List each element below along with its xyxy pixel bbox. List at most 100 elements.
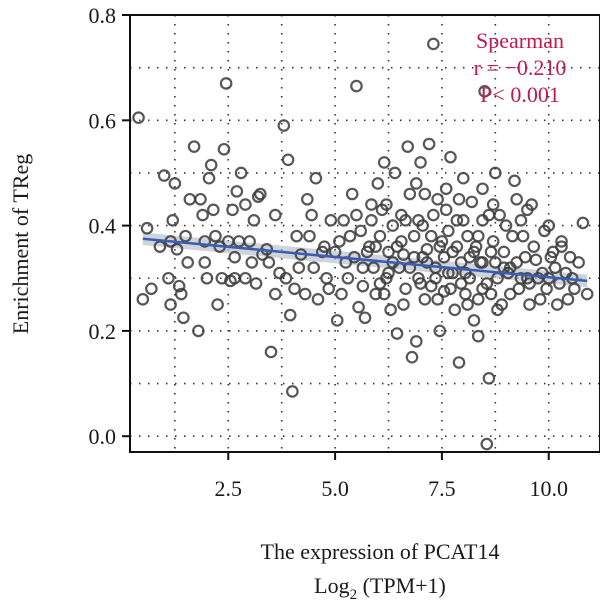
data-point <box>414 277 427 290</box>
data-point <box>418 187 432 201</box>
data-point <box>239 271 252 285</box>
data-point <box>514 214 528 227</box>
data-point <box>309 171 323 185</box>
data-point <box>352 300 365 314</box>
data-point <box>183 192 197 206</box>
data-point <box>290 229 303 243</box>
data-point <box>365 214 378 227</box>
annotation-line-2: r = −0.210 <box>474 55 567 80</box>
data-point <box>245 256 259 269</box>
data-point <box>437 285 451 298</box>
data-point <box>576 216 590 230</box>
data-point <box>467 245 481 259</box>
data-point <box>431 192 444 206</box>
data-point <box>350 79 363 93</box>
data-point <box>140 221 154 235</box>
data-point <box>550 298 564 311</box>
data-point <box>239 198 252 211</box>
data-point <box>292 261 306 275</box>
data-point <box>486 235 500 248</box>
data-point <box>531 271 545 285</box>
data-point <box>196 208 209 222</box>
data-point <box>407 250 421 264</box>
data-point <box>343 229 357 243</box>
data-point <box>136 293 150 306</box>
data-point <box>162 271 175 285</box>
data-point <box>405 350 419 364</box>
data-point <box>431 293 444 306</box>
x-axis-ticks: 2.5 5.0 7.5 10.0 <box>215 452 568 501</box>
data-point <box>377 287 391 301</box>
data-point <box>174 287 188 301</box>
data-point <box>172 279 186 293</box>
data-point <box>322 282 335 296</box>
data-point <box>215 271 229 285</box>
data-point <box>533 293 547 306</box>
y-axis-title: Enrichment of TReg <box>8 154 33 334</box>
data-point <box>386 219 400 232</box>
data-point <box>461 298 474 311</box>
data-point <box>403 261 417 275</box>
data-point <box>478 85 491 98</box>
data-point <box>486 198 500 211</box>
data-point <box>369 287 382 301</box>
data-point <box>561 293 575 306</box>
data-point <box>187 140 201 153</box>
data-point <box>516 229 530 243</box>
data-point <box>202 171 216 185</box>
data-point <box>450 214 464 227</box>
data-point <box>497 245 511 259</box>
data-point <box>247 214 261 227</box>
data-point <box>264 345 278 359</box>
data-point <box>200 271 214 285</box>
data-point <box>384 303 397 317</box>
data-point <box>320 271 333 285</box>
data-point <box>456 171 470 185</box>
data-point <box>439 203 453 217</box>
x-axis-subtitle-prefix: Log <box>314 573 349 598</box>
data-point <box>181 256 194 269</box>
x-tick-label: 5.0 <box>321 476 349 501</box>
y-tick-label: 0.2 <box>89 319 117 344</box>
data-point <box>209 229 222 243</box>
data-point <box>484 245 498 259</box>
data-point <box>377 156 391 169</box>
data-point <box>461 229 474 243</box>
data-point <box>268 287 282 301</box>
data-point <box>409 335 423 348</box>
data-point <box>132 111 145 124</box>
data-point <box>523 298 536 311</box>
data-point <box>234 166 248 180</box>
data-point <box>399 214 412 227</box>
data-point <box>380 198 393 211</box>
data-point <box>390 327 404 340</box>
data-point <box>482 371 496 385</box>
data-point <box>279 271 293 285</box>
data-point <box>337 214 350 227</box>
data-point <box>305 208 318 222</box>
data-point <box>467 314 481 327</box>
data-point <box>217 142 231 156</box>
data-point <box>433 240 447 253</box>
y-tick-label: 0.0 <box>89 424 117 449</box>
data-point <box>471 293 485 306</box>
data-point <box>414 156 427 169</box>
data-point <box>407 229 421 243</box>
data-point <box>388 166 402 180</box>
data-point <box>365 198 378 211</box>
data-point <box>459 287 472 301</box>
data-point <box>442 224 455 238</box>
data-point <box>544 250 558 264</box>
data-point <box>307 261 321 275</box>
data-point <box>281 153 295 167</box>
data-point <box>177 311 190 325</box>
data-point <box>412 214 425 227</box>
data-point <box>444 282 457 296</box>
data-point <box>418 293 432 306</box>
data-point <box>427 37 440 51</box>
data-point <box>170 242 184 256</box>
data-point <box>194 192 207 206</box>
data-point <box>459 266 472 280</box>
data-point <box>318 240 331 253</box>
